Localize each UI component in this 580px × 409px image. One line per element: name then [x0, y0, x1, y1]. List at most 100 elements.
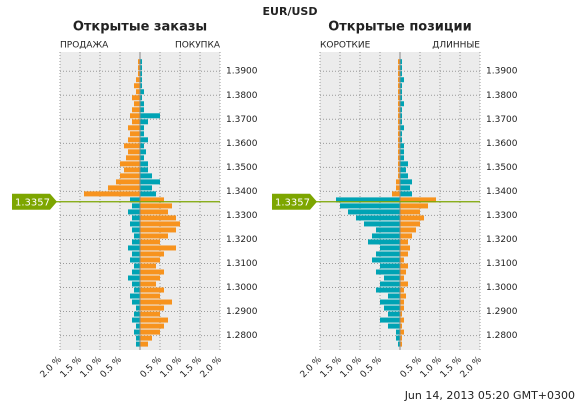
y-tick-label: 1.3200 [486, 235, 518, 245]
bar [400, 341, 402, 347]
bar [130, 113, 140, 119]
x-tick-label: 0.5 % [359, 355, 385, 381]
bar [398, 341, 400, 347]
bar [400, 101, 404, 107]
bar [138, 59, 140, 65]
bar [384, 275, 400, 281]
x-tick-label: 1.5 % [179, 355, 205, 381]
y-tick-label: 1.3800 [226, 91, 258, 101]
bar [134, 263, 140, 269]
bar [398, 59, 400, 65]
bar [140, 173, 152, 179]
x-tick-label: 1.5 % [319, 355, 345, 381]
bar [124, 167, 140, 173]
bar [140, 233, 168, 239]
y-tick-label: 1.3900 [226, 67, 258, 77]
x-tick-label: 1.5 % [59, 355, 85, 381]
bar [84, 191, 140, 197]
bar [400, 275, 404, 281]
panel-title: Открытые позиции [328, 20, 472, 35]
bar [128, 209, 140, 215]
bar [376, 251, 400, 257]
x-tick-label: 2.0 % [459, 355, 485, 381]
bar [380, 245, 400, 251]
bar [140, 167, 148, 173]
y-tick-label: 1.2900 [226, 307, 258, 317]
bar [134, 287, 140, 293]
bar [398, 101, 400, 107]
bar [400, 281, 408, 287]
side-label: ДЛИННЫЕ [432, 41, 480, 51]
timestamp: Jun 14, 2013 05:20 GMT+0300 [404, 389, 575, 402]
x-tick-label: 2.0 % [199, 355, 225, 381]
bar [130, 131, 140, 137]
bar [400, 257, 404, 263]
bar [348, 209, 400, 215]
bar [400, 161, 408, 167]
bar [400, 197, 436, 203]
bar [400, 233, 412, 239]
bar [140, 311, 160, 317]
x-tick-label: 0.5 % [399, 355, 425, 381]
bar [140, 275, 160, 281]
bar [132, 119, 140, 125]
bar [140, 59, 142, 65]
bar [140, 89, 144, 95]
bar [140, 263, 156, 269]
bar [140, 161, 148, 167]
bar [400, 173, 408, 179]
bar [400, 209, 420, 215]
bar [132, 203, 140, 209]
bar [140, 155, 144, 161]
bar [140, 251, 164, 257]
bar [134, 101, 140, 107]
y-tick-label: 1.3400 [226, 187, 258, 197]
x-tick-label: 1.0 % [159, 355, 185, 381]
bar [128, 275, 140, 281]
bar [134, 83, 140, 89]
bar [400, 119, 402, 125]
bar [140, 317, 168, 323]
current-price-label: 1.3357 [15, 198, 50, 209]
bar [400, 323, 402, 329]
y-tick-label: 1.2800 [486, 331, 518, 341]
bar [400, 137, 402, 143]
bar [140, 197, 164, 203]
bar [400, 59, 402, 65]
bar [400, 143, 404, 149]
bar [336, 197, 400, 203]
bar [128, 137, 140, 143]
y-tick-label: 1.3900 [486, 67, 518, 77]
y-tick-label: 1.3400 [486, 187, 518, 197]
bar [140, 257, 160, 263]
bar [400, 263, 408, 269]
current-price-tag [272, 193, 317, 210]
bar [398, 89, 400, 95]
bar [140, 119, 148, 125]
bar [140, 287, 164, 293]
bar [400, 293, 406, 299]
bar [400, 71, 402, 77]
bar [400, 179, 412, 185]
bar [136, 335, 140, 341]
y-tick-label: 1.3100 [226, 259, 258, 269]
bar [138, 65, 140, 71]
bar [372, 233, 400, 239]
bar [124, 143, 140, 149]
bar [398, 113, 400, 119]
bar [400, 317, 404, 323]
bar [398, 143, 400, 149]
bar [398, 107, 400, 113]
bar [140, 149, 146, 155]
bar [400, 251, 408, 257]
y-tick-label: 1.3600 [226, 139, 258, 149]
bar [140, 101, 144, 107]
bar [388, 311, 400, 317]
bar [380, 299, 400, 305]
bar [132, 269, 140, 275]
bar [400, 191, 412, 197]
current-price-tag [12, 193, 57, 210]
bar [400, 203, 428, 209]
bar [140, 329, 160, 335]
bar [108, 185, 140, 191]
